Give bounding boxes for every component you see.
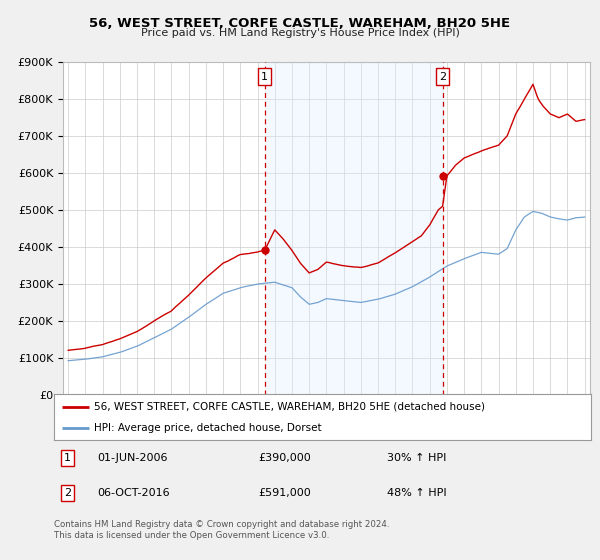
Text: 30% ↑ HPI: 30% ↑ HPI bbox=[387, 453, 446, 463]
Text: 01-JUN-2006: 01-JUN-2006 bbox=[97, 453, 167, 463]
Text: HPI: Average price, detached house, Dorset: HPI: Average price, detached house, Dors… bbox=[94, 423, 322, 433]
Text: 56, WEST STREET, CORFE CASTLE, WAREHAM, BH20 5HE: 56, WEST STREET, CORFE CASTLE, WAREHAM, … bbox=[89, 17, 511, 30]
Text: 48% ↑ HPI: 48% ↑ HPI bbox=[387, 488, 446, 498]
Text: 2: 2 bbox=[64, 488, 71, 498]
Text: 56, WEST STREET, CORFE CASTLE, WAREHAM, BH20 5HE (detached house): 56, WEST STREET, CORFE CASTLE, WAREHAM, … bbox=[94, 402, 485, 412]
Text: Price paid vs. HM Land Registry's House Price Index (HPI): Price paid vs. HM Land Registry's House … bbox=[140, 28, 460, 38]
Text: 2: 2 bbox=[439, 72, 446, 82]
Text: £591,000: £591,000 bbox=[258, 488, 311, 498]
Text: 1: 1 bbox=[261, 72, 268, 82]
Text: Contains HM Land Registry data © Crown copyright and database right 2024.
This d: Contains HM Land Registry data © Crown c… bbox=[54, 520, 389, 540]
Text: 06-OCT-2016: 06-OCT-2016 bbox=[97, 488, 170, 498]
Bar bbox=[265, 62, 443, 395]
Text: £390,000: £390,000 bbox=[258, 453, 311, 463]
Text: 1: 1 bbox=[64, 453, 71, 463]
